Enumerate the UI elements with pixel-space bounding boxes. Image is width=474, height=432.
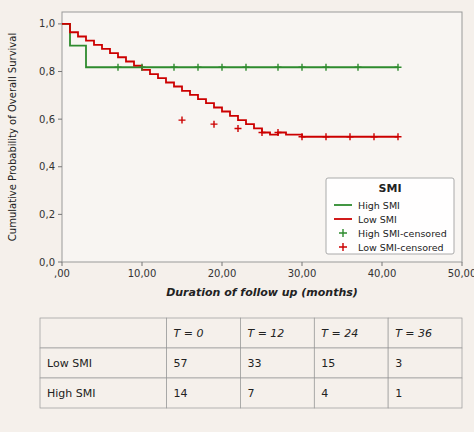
x-tick-label: 20,00 — [208, 268, 237, 279]
censored-mark — [179, 117, 186, 124]
x-tick-label: 10,00 — [128, 268, 157, 279]
x-tick — [142, 262, 143, 266]
table-cell — [314, 378, 388, 408]
y-tick — [58, 119, 62, 120]
censored-mark — [299, 64, 306, 71]
y-tick — [58, 23, 62, 24]
y-tick-label: 0,0 — [39, 257, 55, 268]
censored-mark — [115, 64, 122, 71]
censored-mark — [347, 133, 354, 140]
legend-title: SMI — [379, 182, 402, 195]
table-cell — [167, 378, 241, 408]
survival-curve — [62, 24, 398, 67]
risk-table: T = 0 T = 12 T = 24 T = 36 Low SMI 57 33 15 3 Hig… — [40, 318, 462, 408]
table-cell — [40, 348, 167, 378]
plot-data — [62, 24, 402, 140]
survival-curve — [62, 24, 398, 137]
table-row-label: Low SMI — [47, 357, 92, 370]
censored-mark — [139, 64, 146, 71]
table-header: T = 36 — [395, 327, 432, 340]
legend-symbol — [334, 204, 352, 206]
censored-mark — [259, 129, 266, 136]
table-value: 15 — [321, 357, 335, 370]
table-cell — [314, 348, 388, 378]
table-cell — [240, 348, 314, 378]
legend-symbol — [339, 243, 347, 251]
y-tick-label: 1,0 — [39, 18, 55, 29]
table-value: 3 — [395, 357, 402, 370]
y-tick — [58, 71, 62, 72]
legend-symbol — [339, 229, 347, 237]
table-cell — [240, 378, 314, 408]
censored-mark — [211, 121, 218, 128]
x-tick-label: 40,00 — [368, 268, 397, 279]
y-tick-label: 0,6 — [39, 114, 55, 125]
y-tick-label: 0,4 — [39, 161, 55, 172]
censored-mark — [195, 64, 202, 71]
x-tick-label: 30,00 — [288, 268, 317, 279]
table-value: 33 — [247, 357, 261, 370]
censored-mark — [323, 64, 330, 71]
censored-mark — [395, 133, 402, 140]
x-tick — [302, 262, 303, 266]
censored-mark — [235, 125, 242, 132]
table-cell — [388, 348, 462, 378]
table-header: T = 0 — [174, 327, 204, 340]
table-cell — [388, 318, 462, 348]
legend-entry: High SMI — [358, 200, 400, 211]
x-tick — [462, 262, 463, 266]
y-axis-label: Cumulative Probability of Overall Surviv… — [7, 33, 18, 241]
table-row-label: High SMI — [47, 387, 96, 400]
chart: ,00 10,00 20,00 30,00 40,00 50,00 0,0 0,2 0,4 0,6… — [0, 0, 474, 432]
legend-entry: Low SMI-censored — [358, 242, 444, 253]
legend-entry: Low SMI — [358, 214, 397, 225]
table-value: 14 — [174, 387, 188, 400]
table-cell — [388, 378, 462, 408]
legend-entry: High SMI-censored — [358, 228, 447, 239]
x-tick-label: 50,00 — [448, 268, 474, 279]
censored-mark — [323, 133, 330, 140]
censored-mark — [275, 64, 282, 71]
table-cell — [40, 378, 167, 408]
censored-mark — [299, 133, 306, 140]
y-tick — [58, 214, 62, 215]
censored-mark — [219, 64, 226, 71]
censored-mark — [355, 64, 362, 71]
legend-box — [326, 178, 454, 254]
legend: SMI High SMI Low SMI High SMI-censored Low S… — [326, 178, 454, 254]
table-cell — [40, 318, 167, 348]
x-tick — [382, 262, 383, 266]
table-cell — [167, 318, 241, 348]
table-value: 57 — [174, 357, 188, 370]
table-value: 4 — [321, 387, 328, 400]
y-tick — [58, 262, 62, 263]
x-tick — [222, 262, 223, 266]
censored-mark — [275, 129, 282, 136]
table-value: 1 — [395, 387, 402, 400]
plot-frame — [62, 12, 462, 262]
censored-mark — [371, 133, 378, 140]
censored-mark — [171, 64, 178, 71]
censored-mark — [243, 64, 250, 71]
table-value: 7 — [247, 387, 254, 400]
table-cell — [314, 318, 388, 348]
x-tick-label: ,00 — [54, 268, 70, 279]
legend-symbol — [334, 218, 352, 220]
axes: ,00 10,00 20,00 30,00 40,00 50,00 0,0 0,2 0,4 0,6… — [39, 18, 474, 279]
y-tick-label: 0,2 — [39, 209, 55, 220]
x-axis-label: Duration of follow up (months) — [166, 286, 358, 299]
table-header: T = 12 — [247, 327, 284, 340]
background — [0, 0, 474, 432]
y-tick — [58, 166, 62, 167]
y-tick-label: 0,8 — [39, 66, 55, 77]
table-header: T = 24 — [321, 327, 358, 340]
x-tick — [62, 262, 63, 266]
table-cell — [240, 318, 314, 348]
table-cell — [167, 348, 241, 378]
censored-mark — [395, 64, 402, 71]
